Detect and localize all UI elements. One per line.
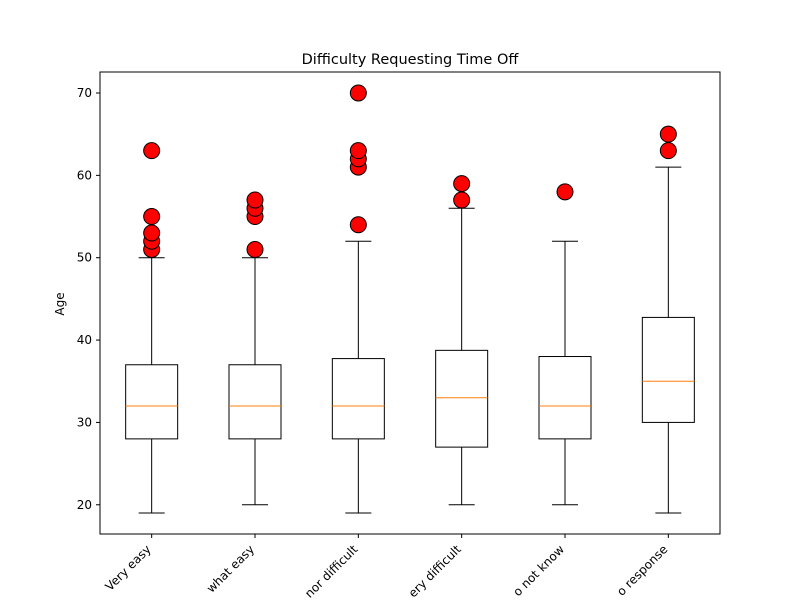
box [641,316,695,423]
outlier-point [349,142,367,160]
outlier-point [349,84,367,102]
outlier-point [246,191,264,209]
x-tick-label: what easy [204,542,257,595]
x-tick-label: Very easy [102,542,153,593]
box [228,364,282,440]
box [331,358,385,440]
outlier-point [349,216,367,234]
outlier-point [556,183,574,201]
x-tick-label: o not know [510,542,567,599]
y-tick-label: 30 [77,415,92,429]
outlier-point [453,191,471,209]
outlier-point [143,224,161,242]
box [125,364,179,440]
outlier-point [143,208,161,226]
y-tick-label: 40 [77,333,92,347]
x-tick-label: nor difficult [302,542,361,600]
plot-area: 20 30 40 50 60 70 Very easy what easy nor diffic… [77,71,721,600]
outlier-point [246,240,264,258]
x-tick-label: o response [614,542,670,598]
x-tick-label: ery difficult [406,542,464,600]
outlier-point [659,125,677,143]
y-axis-label: Age [53,292,67,315]
box [538,356,592,440]
chart-title: Difficulty Requesting Time Off [302,52,520,68]
outlier-point [659,142,677,160]
y-tick-label: 50 [77,251,92,265]
axes-frame [99,71,721,535]
y-tick-label: 20 [77,498,92,512]
y-tick-label: 60 [77,168,92,182]
box [435,349,489,448]
y-tick-label: 70 [77,86,92,100]
outlier-point [453,175,471,193]
outlier-point [143,142,161,160]
